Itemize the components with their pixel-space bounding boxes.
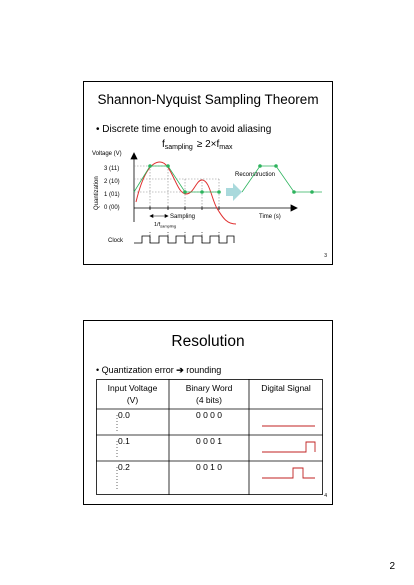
voltage-value: 0.2 xyxy=(118,462,130,472)
reconstructed-points xyxy=(258,164,314,194)
voltage-value: 0.0 xyxy=(118,410,130,420)
slide-resolution: Resolution • Quantization error ➔ roundi… xyxy=(83,320,333,505)
arrow-icon: ➔ xyxy=(176,365,184,375)
digital-signal-0010 xyxy=(262,467,315,479)
reconstructed-signal-line xyxy=(241,165,322,193)
binary-word-value: 0 0 1 0 xyxy=(196,462,222,472)
binary-word-value: 0 0 0 1 xyxy=(196,436,222,446)
digital-signal-0001 xyxy=(262,441,316,453)
resolution-table: Input Voltage (V) Binary Word (4 bits) Dig… xyxy=(96,379,323,495)
bullet-dot: • xyxy=(96,365,102,375)
y-axis-label: Voltage (V) xyxy=(92,151,122,157)
header-input-voltage: Input Voltage (V) xyxy=(107,383,158,405)
slide-title: Shannon-Nyquist Sampling Theorem xyxy=(97,92,319,107)
header-digital-signal: Digital Signal xyxy=(261,383,311,393)
sampling-label: Sampling xyxy=(170,214,195,220)
level-label: 1 (01) xyxy=(104,192,120,198)
x-axis-arrow xyxy=(290,204,298,212)
bullet-dot: • xyxy=(96,124,103,135)
quantization-label: Quantization xyxy=(94,176,100,210)
analog-signal-curve xyxy=(135,161,237,225)
slide-title: Resolution xyxy=(171,333,245,350)
bullet-aliasing: • Discrete time enough to avoid aliasing xyxy=(96,124,271,135)
voltage-value: 0.1 xyxy=(118,436,130,446)
x-axis-label: Time (s) xyxy=(259,214,281,220)
header-binary-word: Binary Word (4 bits) xyxy=(185,383,233,405)
level-label: 0 (00) xyxy=(104,205,120,211)
clock-label: Clock xyxy=(108,238,124,244)
sampling-diagram: fsampling ≥ 2×fmax Voltage (V) Quantizati… xyxy=(92,139,322,244)
sampled-signal-line xyxy=(133,165,219,193)
formula: fsampling ≥ 2×fmax xyxy=(162,139,233,151)
level-label: 3 (11) xyxy=(104,166,119,172)
slide-number: 3 xyxy=(324,253,327,259)
bullet-quantization: • Quantization error ➔ rounding xyxy=(96,365,222,375)
y-axis-arrow xyxy=(130,152,138,160)
level-label: 2 (10) xyxy=(104,179,120,185)
binary-word-value: 0 0 0 0 xyxy=(196,410,222,420)
slide-number: 4 xyxy=(324,493,327,499)
digital-signals xyxy=(262,425,316,479)
bullet-text: Discrete time enough to avoid aliasing xyxy=(102,124,272,135)
slide-sampling-theorem: Shannon-Nyquist Sampling Theorem • Discr… xyxy=(83,81,333,265)
reconstruction-arrow-icon xyxy=(226,183,242,201)
sampling-period-marker xyxy=(149,214,169,218)
reconstruction-label: Reconstruction xyxy=(235,172,275,178)
sample-points xyxy=(148,164,221,194)
period-label: 1/fsampling xyxy=(154,222,176,229)
page-number: 2 xyxy=(389,561,395,572)
